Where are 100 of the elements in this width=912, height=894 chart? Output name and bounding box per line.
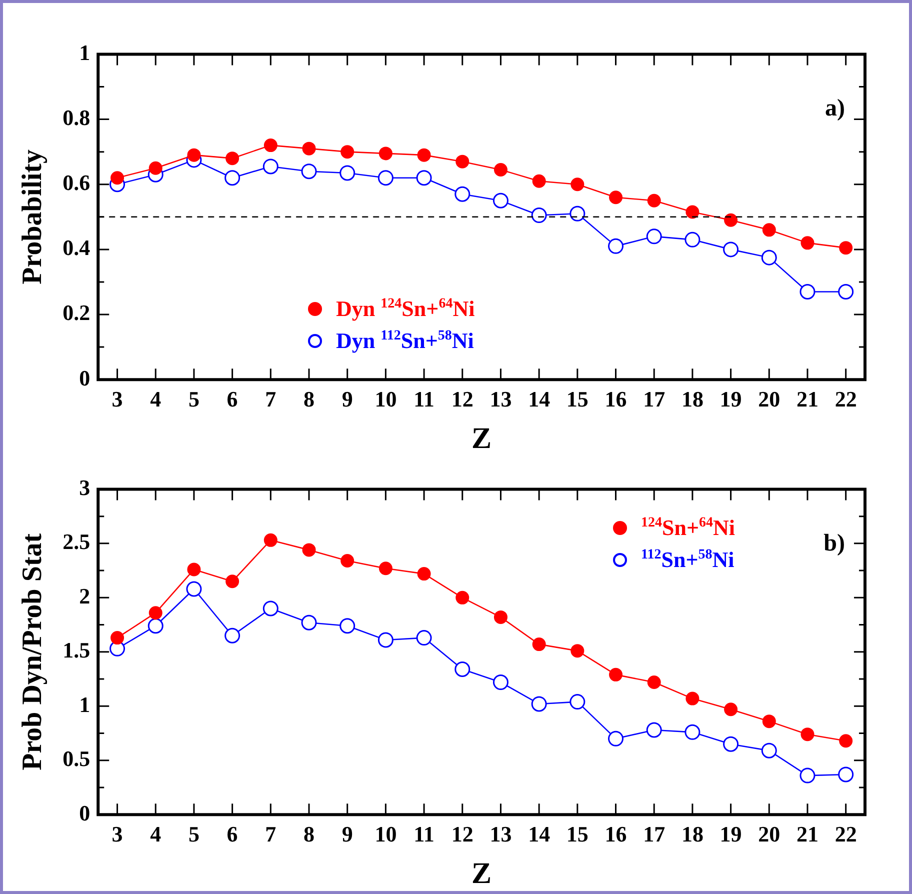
- x-tick-label: 21: [796, 386, 818, 412]
- point: [378, 632, 394, 648]
- point: [378, 146, 392, 160]
- x-tick-label: 7: [265, 386, 276, 412]
- legend-label: $^{124}$Sn+$^{64}$Ni: [641, 515, 736, 542]
- point: [684, 232, 700, 248]
- x-tick-label: 11: [414, 386, 434, 412]
- y-tick-label: 0.5: [62, 746, 90, 772]
- point: [839, 734, 853, 748]
- y-tick-label: 2.5: [62, 529, 90, 554]
- point: [148, 606, 162, 620]
- point: [262, 600, 278, 616]
- x-tick-label: 3: [112, 821, 123, 846]
- x-tick-label: 13: [490, 386, 512, 412]
- point: [608, 238, 624, 254]
- point: [456, 590, 470, 604]
- x-tick-label: 15: [566, 386, 588, 412]
- x-tick-label: 7: [265, 821, 276, 846]
- point: [800, 284, 816, 300]
- point: [417, 567, 431, 581]
- x-tick-label: 12: [451, 386, 474, 412]
- point: [608, 730, 624, 746]
- point: [186, 581, 202, 597]
- y-tick-label: 0: [79, 365, 90, 390]
- y-tick-label: 0.6: [62, 170, 90, 196]
- point: [800, 768, 816, 784]
- point: [417, 148, 431, 162]
- point: [494, 162, 508, 176]
- x-tick-label: 22: [834, 821, 857, 846]
- x-tick-label: 21: [796, 821, 818, 846]
- y-axis-title: Probability: [17, 149, 48, 284]
- y-tick-label: 1.5: [62, 638, 90, 663]
- point: [838, 766, 854, 782]
- x-tick-label: 3: [112, 386, 123, 412]
- point: [416, 630, 432, 646]
- x-tick-label: 18: [681, 386, 704, 412]
- point: [647, 676, 661, 690]
- point: [570, 694, 586, 710]
- point: [148, 618, 164, 634]
- x-tick-label: 19: [720, 821, 742, 846]
- point: [454, 662, 470, 678]
- annotation: b): [824, 530, 845, 556]
- x-tick-label: 5: [188, 386, 200, 412]
- x-tick-label: 20: [758, 386, 780, 412]
- point: [723, 736, 739, 752]
- point: [110, 171, 124, 185]
- point: [762, 714, 776, 728]
- point: [340, 554, 354, 568]
- point: [800, 236, 814, 250]
- x-tick-label: 6: [226, 386, 238, 412]
- annotation: a): [825, 95, 845, 122]
- x-tick-label: 9: [342, 386, 353, 412]
- point: [609, 190, 623, 204]
- point: [646, 722, 662, 738]
- point: [494, 610, 508, 624]
- x-tick-label: 16: [604, 821, 627, 846]
- point: [723, 242, 739, 258]
- point: [761, 250, 777, 266]
- point: [378, 562, 392, 576]
- legend-label: Dyn $^{112}$Sn+$^{58}$Ni: [336, 328, 474, 354]
- point: [224, 170, 240, 186]
- y-tick-label: 1: [79, 40, 90, 65]
- legend-label: $^{112}$Sn+$^{58}$Ni: [641, 547, 734, 574]
- legend-label: Dyn $^{124}$Sn+$^{64}$Ni: [336, 296, 475, 322]
- point: [609, 668, 623, 682]
- point: [302, 543, 316, 557]
- point: [838, 284, 854, 300]
- point: [531, 696, 547, 712]
- point: [110, 631, 124, 645]
- point: [456, 154, 470, 168]
- point: [226, 152, 240, 166]
- point: [264, 533, 278, 547]
- point: [724, 213, 738, 227]
- x-tick-label: 11: [414, 821, 434, 846]
- x-tick-label: 16: [604, 386, 627, 412]
- x-tick-label: 17: [643, 821, 666, 846]
- point: [226, 574, 240, 588]
- y-tick-label: 3: [79, 474, 90, 500]
- point: [378, 170, 394, 186]
- x-tick-label: 8: [303, 386, 314, 412]
- x-tick-label: 12: [451, 821, 474, 846]
- point: [301, 164, 317, 180]
- point: [302, 142, 316, 156]
- point: [340, 145, 354, 159]
- point: [340, 618, 356, 634]
- x-tick-label: 18: [681, 821, 704, 846]
- point: [684, 724, 700, 740]
- point: [646, 228, 662, 244]
- x-tick-label: 22: [834, 386, 857, 412]
- x-tick-label: 17: [643, 386, 666, 412]
- point: [301, 614, 317, 630]
- point: [647, 194, 661, 208]
- x-tick-label: 6: [226, 821, 238, 846]
- point: [724, 702, 738, 716]
- point: [187, 562, 201, 576]
- point: [761, 742, 777, 758]
- x-tick-label: 10: [374, 386, 397, 412]
- x-tick-label: 5: [188, 821, 200, 846]
- x-tick-label: 15: [566, 821, 588, 846]
- x-tick-label: 8: [303, 821, 314, 846]
